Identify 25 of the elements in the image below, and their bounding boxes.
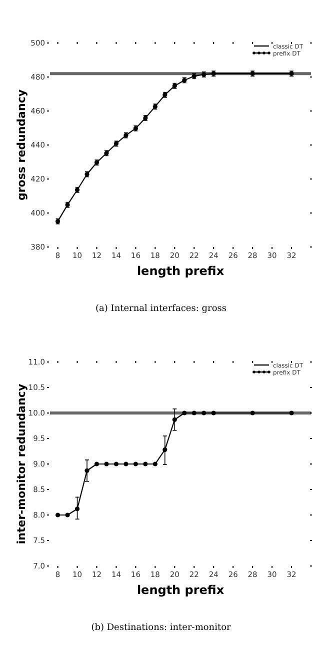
x-axis-title: length prefix — [136, 583, 224, 597]
point — [202, 410, 206, 416]
point — [55, 512, 60, 518]
y-axis-title: gross redundancy — [15, 89, 28, 201]
point — [104, 462, 109, 466]
point — [65, 512, 70, 518]
point — [172, 417, 177, 422]
point — [74, 506, 80, 512]
point — [114, 462, 119, 466]
point — [289, 410, 294, 416]
point — [250, 410, 255, 416]
point — [182, 410, 187, 416]
point — [94, 462, 100, 466]
point — [143, 462, 148, 466]
x-axis-title: length prefix — [136, 264, 224, 278]
text: (b) Destinations: inter-monitor — [91, 623, 232, 633]
y-axis-title: inter-monitor redundancy — [15, 384, 28, 544]
point — [124, 462, 128, 466]
point — [152, 462, 158, 466]
point — [84, 468, 90, 473]
point — [192, 410, 196, 416]
point — [133, 462, 138, 466]
point — [162, 447, 168, 452]
point — [211, 410, 216, 416]
text: (a) Internal interfaces: gross — [96, 304, 227, 314]
